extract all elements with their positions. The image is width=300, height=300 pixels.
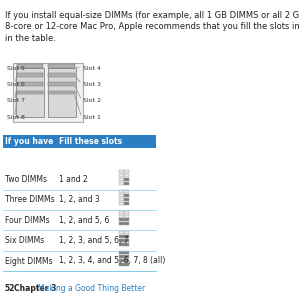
Text: Slot 4: Slot 4	[82, 67, 100, 71]
FancyBboxPatch shape	[124, 218, 129, 221]
Text: 1, 2, and 5, 6: 1, 2, and 5, 6	[59, 216, 109, 225]
FancyBboxPatch shape	[119, 182, 124, 184]
FancyBboxPatch shape	[119, 259, 124, 262]
FancyBboxPatch shape	[119, 214, 124, 218]
FancyBboxPatch shape	[119, 170, 124, 173]
FancyBboxPatch shape	[17, 91, 43, 94]
FancyBboxPatch shape	[49, 73, 75, 76]
FancyBboxPatch shape	[17, 73, 43, 76]
Text: 1, 2, 3, 4, and 5, 6, 7, 8 (all): 1, 2, 3, 4, and 5, 6, 7, 8 (all)	[59, 256, 165, 266]
FancyBboxPatch shape	[119, 263, 124, 266]
Text: 52: 52	[5, 284, 15, 293]
Text: Chapter 3: Chapter 3	[14, 284, 56, 293]
FancyBboxPatch shape	[119, 251, 124, 254]
Text: If you install equal-size DIMMs (for example, all 1 GB DIMMS or all 2 GB DIMMS) : If you install equal-size DIMMs (for exa…	[5, 11, 300, 43]
FancyBboxPatch shape	[124, 231, 129, 234]
FancyBboxPatch shape	[119, 218, 124, 221]
FancyBboxPatch shape	[49, 91, 75, 94]
FancyBboxPatch shape	[124, 194, 129, 197]
Text: Slot 8: Slot 8	[7, 115, 25, 120]
FancyBboxPatch shape	[119, 190, 124, 193]
FancyBboxPatch shape	[119, 194, 124, 197]
FancyBboxPatch shape	[124, 235, 129, 238]
FancyBboxPatch shape	[119, 239, 124, 242]
FancyBboxPatch shape	[119, 222, 124, 225]
FancyBboxPatch shape	[48, 68, 76, 117]
Text: Making a Good Thing Better: Making a Good Thing Better	[33, 284, 146, 293]
Text: 1 and 2: 1 and 2	[59, 175, 88, 184]
FancyBboxPatch shape	[17, 82, 43, 85]
FancyBboxPatch shape	[119, 243, 124, 246]
Text: Eight DIMMs: Eight DIMMs	[5, 256, 52, 266]
FancyBboxPatch shape	[124, 259, 129, 262]
FancyBboxPatch shape	[119, 178, 124, 181]
FancyBboxPatch shape	[119, 231, 124, 234]
Text: Slot 6: Slot 6	[7, 82, 25, 86]
Text: Slot 3: Slot 3	[82, 82, 100, 86]
Text: Six DIMMs: Six DIMMs	[5, 236, 44, 245]
FancyBboxPatch shape	[119, 174, 124, 177]
Text: Slot 5: Slot 5	[7, 67, 25, 71]
FancyBboxPatch shape	[13, 63, 82, 122]
Text: 1, 2, and 3: 1, 2, and 3	[59, 195, 100, 204]
FancyBboxPatch shape	[124, 174, 129, 177]
FancyBboxPatch shape	[124, 182, 129, 184]
Text: Slot 2: Slot 2	[82, 98, 100, 103]
FancyBboxPatch shape	[124, 170, 129, 173]
FancyBboxPatch shape	[49, 64, 75, 68]
FancyBboxPatch shape	[3, 135, 156, 148]
FancyBboxPatch shape	[124, 243, 129, 246]
FancyBboxPatch shape	[124, 251, 129, 254]
Text: If you have: If you have	[5, 137, 53, 146]
Text: Three DIMMs: Three DIMMs	[5, 195, 54, 204]
Text: Fill these slots: Fill these slots	[59, 137, 122, 146]
FancyBboxPatch shape	[124, 211, 129, 214]
Text: Two DIMMs: Two DIMMs	[5, 175, 47, 184]
FancyBboxPatch shape	[124, 178, 129, 181]
FancyBboxPatch shape	[124, 222, 129, 225]
FancyBboxPatch shape	[124, 202, 129, 205]
FancyBboxPatch shape	[119, 235, 124, 238]
FancyBboxPatch shape	[119, 255, 124, 258]
FancyBboxPatch shape	[124, 214, 129, 218]
Text: 1, 2, 3, and 5, 6, 7: 1, 2, 3, and 5, 6, 7	[59, 236, 128, 245]
Text: Four DIMMs: Four DIMMs	[5, 216, 50, 225]
FancyBboxPatch shape	[124, 255, 129, 258]
Text: Slot 7: Slot 7	[7, 98, 25, 103]
FancyBboxPatch shape	[119, 211, 124, 214]
FancyBboxPatch shape	[17, 64, 43, 68]
FancyBboxPatch shape	[49, 82, 75, 85]
FancyBboxPatch shape	[124, 263, 129, 266]
FancyBboxPatch shape	[124, 239, 129, 242]
FancyBboxPatch shape	[119, 198, 124, 201]
Text: Slot 1: Slot 1	[82, 115, 100, 120]
FancyBboxPatch shape	[16, 68, 44, 117]
FancyBboxPatch shape	[124, 190, 129, 193]
FancyBboxPatch shape	[124, 198, 129, 201]
FancyBboxPatch shape	[119, 202, 124, 205]
